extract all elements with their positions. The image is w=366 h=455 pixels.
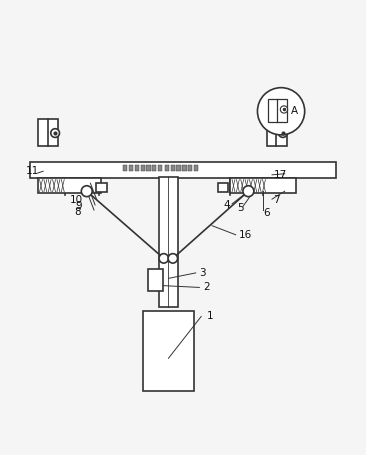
Bar <box>230 178 296 193</box>
Bar <box>123 165 127 171</box>
Text: 2: 2 <box>203 283 210 293</box>
Bar <box>159 177 178 308</box>
Circle shape <box>279 129 287 137</box>
Text: 5: 5 <box>238 202 244 212</box>
Circle shape <box>168 253 178 263</box>
Bar <box>149 269 163 291</box>
Text: 3: 3 <box>199 268 206 278</box>
Circle shape <box>243 186 254 197</box>
Bar <box>182 165 187 171</box>
Bar <box>188 165 193 171</box>
Bar <box>171 165 175 171</box>
Bar <box>165 165 169 171</box>
Circle shape <box>159 253 168 263</box>
Bar <box>96 183 107 192</box>
Text: 4: 4 <box>223 200 229 210</box>
Bar <box>38 119 58 146</box>
Text: 1: 1 <box>207 312 213 322</box>
Bar <box>266 119 287 146</box>
Circle shape <box>280 106 288 113</box>
Bar <box>268 99 287 122</box>
Text: A: A <box>291 106 298 116</box>
Bar <box>135 165 139 171</box>
Bar <box>141 165 145 171</box>
Bar <box>146 165 151 171</box>
Bar <box>30 162 336 178</box>
Text: 11: 11 <box>26 166 39 176</box>
Bar <box>158 165 162 171</box>
Circle shape <box>81 186 92 197</box>
Text: 10: 10 <box>70 195 83 205</box>
Text: 16: 16 <box>239 231 253 241</box>
Text: 9: 9 <box>75 202 82 212</box>
Circle shape <box>51 129 60 137</box>
Bar <box>152 165 157 171</box>
Text: 7: 7 <box>273 195 280 205</box>
Text: 8: 8 <box>75 207 81 217</box>
Text: 17: 17 <box>274 170 287 180</box>
Bar <box>194 165 198 171</box>
Bar <box>176 165 181 171</box>
Bar <box>143 311 194 391</box>
Bar <box>38 178 101 193</box>
Bar <box>129 165 133 171</box>
Circle shape <box>257 88 305 135</box>
Bar <box>217 183 228 192</box>
Text: 6: 6 <box>263 208 269 218</box>
